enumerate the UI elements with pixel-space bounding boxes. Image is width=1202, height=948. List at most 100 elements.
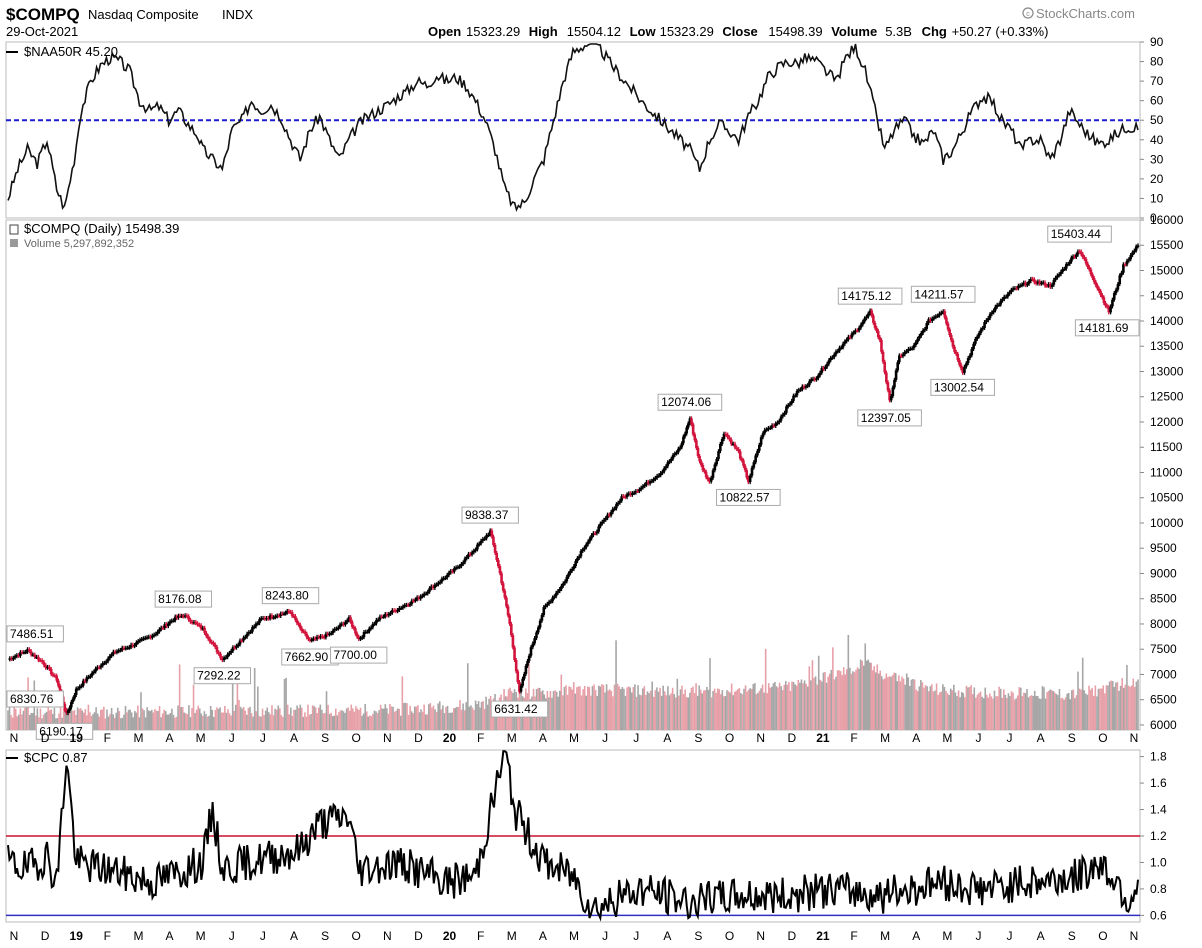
volume-bar (859, 659, 862, 730)
candle-body (206, 636, 210, 639)
price-annotations: 7486.516830.766190.178176.087292.227662.… (6, 225, 1140, 740)
volume-bar (724, 695, 727, 730)
volume-bar (684, 689, 686, 730)
volume-bar (760, 688, 762, 730)
volume-bar (689, 692, 691, 730)
candle-body (921, 330, 925, 333)
candle-body (929, 319, 932, 322)
volume-bar (738, 688, 741, 730)
volume-bar (261, 708, 264, 730)
candle-body (328, 633, 331, 636)
candle-body (1052, 279, 1056, 285)
candle-body (786, 405, 790, 407)
y-tick-label: 0.6 (1150, 908, 1167, 922)
volume-bar (909, 685, 911, 730)
volume-bar (197, 705, 199, 730)
candle-body (173, 616, 177, 621)
candle-body (1056, 275, 1059, 278)
candle-body (74, 688, 78, 696)
candle-body (1107, 306, 1111, 313)
volume-bar (803, 680, 806, 730)
volume-bar (1105, 685, 1108, 730)
ohlc-item-chg: Chg +50.27 (+0.33%) (922, 24, 1049, 39)
candle-body (31, 654, 35, 657)
x-tick-label: S (694, 731, 702, 745)
x-tick-label: S (321, 929, 329, 943)
volume-bar (723, 696, 725, 730)
candle-body (726, 434, 729, 438)
volume-bar (876, 664, 879, 730)
volume-bar (86, 715, 88, 730)
candle-body (806, 385, 809, 387)
volume-bar (1088, 685, 1090, 730)
volume-bar (378, 710, 380, 730)
volume-bar (420, 709, 422, 730)
candle-body (778, 420, 781, 423)
x-tick-label: J (229, 929, 235, 943)
volume-bar (1113, 686, 1116, 730)
candle-body (675, 452, 678, 454)
candle-body (602, 519, 606, 522)
annotation-label: 7662.90 (281, 648, 339, 666)
volume-bar (891, 675, 894, 730)
candle-body (129, 644, 133, 648)
candle-body (1105, 305, 1109, 308)
volume-bar (568, 686, 570, 730)
volume-bar (30, 712, 32, 730)
volume-bar (186, 714, 189, 730)
candle-body (1075, 254, 1078, 258)
annotation-label: 6631.42 (490, 700, 549, 718)
volume-bar (696, 695, 699, 730)
candle-body (584, 544, 588, 548)
volume-bar (239, 706, 242, 730)
candle-body (586, 541, 590, 545)
candle-body (224, 657, 228, 659)
volume-bar (718, 689, 721, 730)
volume-bar (827, 676, 829, 730)
volume-bar (910, 679, 913, 730)
price-panel: 6000650070007500800085009000950010000105… (6, 213, 1184, 740)
volume-bar (442, 705, 444, 730)
volume-bar (365, 711, 368, 730)
candle-body (724, 433, 728, 436)
candle-body (974, 338, 977, 344)
x-tick-label: S (694, 929, 702, 943)
volume-bar (590, 695, 592, 730)
volume-bar (356, 708, 359, 730)
candle-body (932, 317, 936, 319)
volume-bar (1083, 690, 1086, 730)
candle-body (631, 493, 634, 495)
volume-bar (608, 689, 611, 730)
candle-body (302, 631, 305, 633)
candle-body (745, 470, 749, 478)
volume-bar (585, 695, 588, 730)
candle-body (406, 604, 410, 607)
candle-body (1104, 303, 1107, 306)
volume-bar (319, 704, 322, 730)
volume-bar (1001, 697, 1004, 730)
ohlc-item-open: Open 15323.29 (428, 24, 520, 39)
volume-bar (13, 695, 15, 730)
volume-bar (445, 707, 447, 730)
candle-body (222, 657, 226, 661)
x-tick-label: O (352, 929, 361, 943)
candle-body (547, 601, 551, 604)
candle-body (1010, 289, 1013, 293)
candle-body (447, 572, 451, 575)
candle-body (371, 623, 375, 628)
candle-body (748, 475, 752, 483)
candle-body (172, 620, 175, 622)
candle-body (606, 514, 609, 519)
volume-bar (713, 688, 716, 730)
volume-bar (778, 682, 781, 730)
volume-bar (864, 643, 867, 730)
volume-bar (528, 656, 530, 730)
candle-body (1123, 264, 1127, 266)
candle-body (461, 562, 465, 564)
volume-bar (348, 710, 351, 730)
volume-bar (720, 694, 722, 730)
candle-body (779, 416, 783, 421)
x-tick-label: O (1098, 929, 1107, 943)
candle-body (312, 638, 315, 640)
candle-body (565, 576, 569, 582)
